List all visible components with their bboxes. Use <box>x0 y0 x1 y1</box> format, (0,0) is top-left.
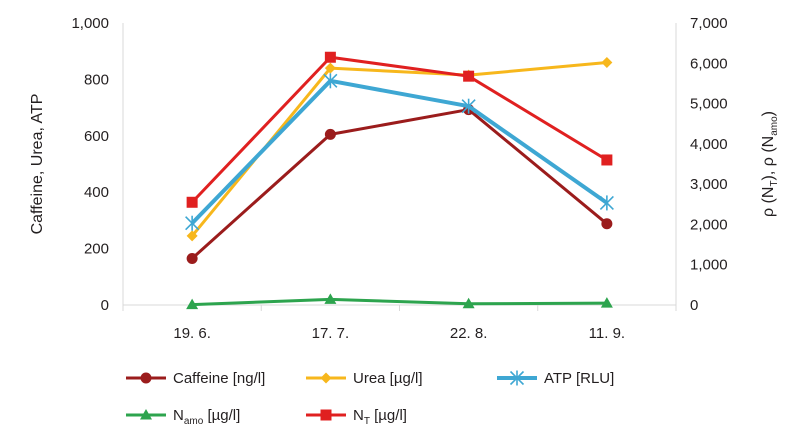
legend-marker-nt <box>320 409 332 421</box>
legend-label-unit: [µg/l] <box>203 407 240 424</box>
legend-label-subscript: T <box>364 416 370 427</box>
legend-label-text: Urea [µg/l] <box>353 370 423 387</box>
series-line-namo <box>192 297 607 307</box>
right-axis-title-part: ρ (N <box>760 187 777 217</box>
series-line-caffeine <box>191 108 608 260</box>
series-atp <box>185 73 614 231</box>
data-point-atp <box>185 215 200 231</box>
left-tick-label: 200 <box>84 241 109 258</box>
left-tick-label: 600 <box>84 128 109 145</box>
data-point-nt <box>186 196 198 208</box>
right-tick-label: 3,000 <box>690 176 728 193</box>
series-line-nt <box>191 55 608 204</box>
legend-marker-atp <box>509 370 525 386</box>
data-point-urea <box>324 62 336 74</box>
right-tick-label: 0 <box>690 297 698 314</box>
right-tick-label: 1,000 <box>690 257 728 274</box>
data-point-caffeine <box>601 218 613 230</box>
right-axis-title-subscript: amo <box>769 116 780 136</box>
series-urea <box>186 56 613 242</box>
series-namo <box>186 293 613 310</box>
data-point-nt <box>463 70 475 82</box>
left-tick-label: 0 <box>101 297 109 314</box>
left-axis-title: Caffeine, Urea, ATP <box>29 94 46 235</box>
legend-item-namo: Namo [µg/l] <box>126 407 240 427</box>
series-nt <box>186 51 613 208</box>
series-caffeine <box>186 104 613 264</box>
data-point-urea <box>186 230 198 242</box>
legend-marker-namo <box>140 409 152 420</box>
legend: Caffeine [ng/l] Urea [µg/l] ATP [RLU] Namo … <box>126 370 614 427</box>
data-point-namo <box>600 297 613 308</box>
axes: 0 200 400 600 800 1,000 0 1,000 2,000 3,000 4,000 5… <box>29 15 780 342</box>
data-point-atp <box>461 98 476 114</box>
x-tick-label: 22. 8. <box>450 325 488 342</box>
right-tick-label: 5,000 <box>690 96 728 113</box>
data-point-atp <box>599 195 614 211</box>
legend-label-subscript: amo <box>184 416 204 427</box>
right-axis-title-part: ), ρ (N <box>760 136 777 181</box>
series-layer <box>185 51 614 310</box>
legend-item-caffeine: Caffeine [ng/l] <box>126 370 265 387</box>
right-axis-title: ρ (NT), ρ (Namo) <box>760 111 780 217</box>
data-point-namo <box>186 298 199 310</box>
left-tick-label: 800 <box>84 71 109 88</box>
data-point-atp <box>323 73 338 89</box>
legend-label-atp: ATP [RLU] <box>544 370 614 387</box>
data-point-namo <box>462 297 475 309</box>
x-tick-label: 19. 6. <box>173 325 211 342</box>
data-point-caffeine <box>324 128 336 140</box>
right-tick-label: 6,000 <box>690 55 728 72</box>
legend-marker-urea <box>320 372 332 384</box>
legend-label-urea: Urea [µg/l] <box>353 370 423 387</box>
legend-item-atp: ATP [RLU] <box>497 370 614 387</box>
data-point-namo <box>324 293 337 304</box>
legend-label-unit: [µg/l] <box>370 407 407 424</box>
series-line-atp <box>190 78 609 225</box>
legend-label-caffeine: Caffeine [ng/l] <box>173 370 265 387</box>
x-tick-label: 11. 9. <box>589 325 625 342</box>
legend-item-urea: Urea [µg/l] <box>306 370 423 387</box>
series-line-urea <box>190 60 608 237</box>
data-point-nt <box>601 154 613 166</box>
legend-label-namo: Namo [µg/l] <box>173 407 240 427</box>
legend-label-text: Caffeine [ng/l] <box>173 370 265 387</box>
left-tick-label: 1,000 <box>71 15 109 32</box>
data-point-urea <box>601 56 613 68</box>
left-tick-label: 400 <box>84 184 109 201</box>
legend-label-text: N <box>173 407 184 424</box>
legend-label-nt: NT [µg/l] <box>353 407 407 427</box>
right-axis-title-subscript: T <box>769 180 780 186</box>
right-axis-title-part: ) <box>760 111 777 116</box>
data-point-nt <box>324 51 336 63</box>
x-tick-label: 17. 7. <box>312 325 350 342</box>
legend-marker-caffeine <box>140 372 152 384</box>
right-tick-label: 2,000 <box>690 216 728 233</box>
legend-label-text: N <box>353 407 364 424</box>
legend-item-nt: NT [µg/l] <box>306 407 407 427</box>
right-tick-label: 7,000 <box>690 15 728 32</box>
data-point-caffeine <box>186 252 198 264</box>
right-tick-label: 4,000 <box>690 136 728 153</box>
legend-label-text: ATP [RLU] <box>544 370 614 387</box>
